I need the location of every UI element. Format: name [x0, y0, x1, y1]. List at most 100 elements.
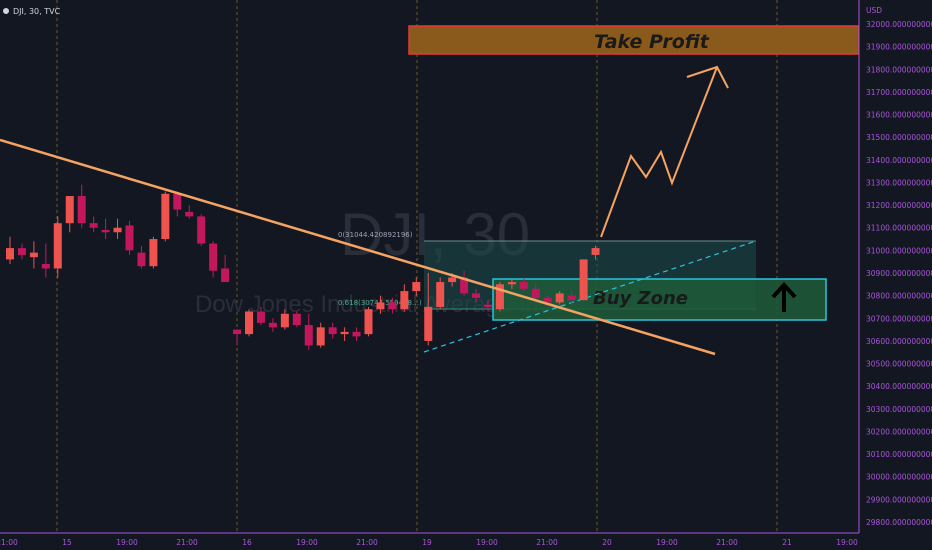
candle-body — [555, 293, 564, 303]
candle[interactable] — [256, 306, 265, 326]
time-tick-label: 21:00 — [716, 538, 738, 547]
candle[interactable] — [268, 318, 277, 332]
candle[interactable] — [197, 214, 206, 246]
candle[interactable] — [173, 191, 182, 217]
candle-body — [65, 196, 74, 224]
candle-body — [328, 327, 337, 335]
candle[interactable] — [388, 297, 397, 314]
candle[interactable] — [579, 259, 588, 301]
price-tick-label: 31000.000000000 — [866, 246, 932, 255]
candle[interactable] — [245, 309, 253, 337]
candle[interactable] — [364, 306, 373, 337]
candle[interactable] — [113, 218, 122, 240]
time-tick-label: 19:00 — [476, 538, 498, 547]
price-axis-background — [859, 0, 932, 550]
price-tick-label: 31800.000000000 — [866, 65, 932, 74]
projected-path[interactable] — [600, 66, 718, 238]
candle[interactable] — [436, 277, 445, 310]
candle[interactable] — [17, 243, 26, 260]
candle[interactable] — [328, 322, 337, 339]
candle[interactable] — [412, 277, 421, 296]
take-profit-label: Take Profit — [594, 31, 710, 53]
candle-body — [460, 277, 469, 294]
candle[interactable] — [507, 279, 516, 289]
candle[interactable] — [292, 311, 301, 328]
candle[interactable] — [352, 327, 361, 341]
candle-body — [125, 225, 134, 251]
candle[interactable] — [484, 300, 492, 312]
candle[interactable] — [65, 196, 74, 233]
time-tick-label: 21 — [782, 538, 792, 547]
time-tick-label: 21:00 — [356, 538, 378, 547]
candle-body — [352, 331, 361, 337]
candle[interactable] — [89, 216, 98, 233]
time-tick-label: 21:00 — [176, 538, 198, 547]
take-profit-zone[interactable] — [408, 25, 860, 55]
candle[interactable] — [161, 191, 170, 242]
candle-body — [495, 284, 504, 310]
candle[interactable] — [424, 273, 433, 346]
candle[interactable] — [221, 254, 230, 283]
candle-body — [77, 196, 86, 224]
candle[interactable] — [495, 282, 504, 312]
candle[interactable] — [472, 288, 481, 303]
candle-body — [567, 295, 576, 301]
time-tick-label: 19:00 — [116, 538, 138, 547]
candle-body — [137, 252, 146, 267]
candle[interactable] — [304, 313, 313, 350]
candle-body — [472, 293, 481, 298]
candle[interactable] — [53, 216, 62, 278]
candle-body — [376, 302, 385, 310]
candle-body — [591, 248, 600, 255]
candle-body — [531, 288, 540, 298]
candle[interactable] — [340, 327, 349, 341]
candle-body — [209, 243, 218, 271]
candle[interactable] — [29, 241, 38, 269]
candle[interactable] — [185, 205, 194, 219]
symbol-header[interactable]: DJI, 30, TVC — [3, 7, 61, 16]
candle-body — [113, 227, 122, 233]
price-tick-label: 30900.000000000 — [866, 269, 932, 278]
time-tick-label: 19:00 — [656, 538, 678, 547]
currency-label: USD — [866, 6, 882, 15]
descending-trendline[interactable] — [0, 138, 716, 356]
candle-body — [388, 302, 397, 310]
candle[interactable] — [6, 236, 14, 264]
candle-body — [6, 248, 14, 260]
candle[interactable] — [77, 184, 86, 228]
time-tick-label: 16 — [242, 538, 252, 547]
candle[interactable] — [400, 284, 409, 312]
time-axis[interactable]: 21:00 15 19:00 21:00 16 19:00 21:00 19 19:00 21:0… — [0, 532, 859, 547]
price-tick-label: 30000.000000000 — [866, 473, 932, 482]
candle[interactable] — [41, 243, 50, 278]
dashed-support-line — [423, 240, 757, 353]
candle[interactable] — [101, 218, 110, 240]
projected-path-arrowhead — [686, 65, 729, 89]
candle[interactable] — [567, 291, 576, 305]
candle-body — [448, 277, 457, 283]
candle[interactable] — [316, 322, 325, 348]
price-tick-label: 30100.000000000 — [866, 450, 932, 459]
candle[interactable] — [149, 236, 158, 269]
price-axis[interactable]: USD 32000.000000000 31900.000000000 31800.… — [858, 0, 932, 550]
candle[interactable] — [555, 291, 564, 305]
time-tick-label: 19:00 — [296, 538, 318, 547]
candle[interactable] — [519, 277, 528, 292]
candle[interactable] — [280, 309, 289, 330]
candle[interactable] — [591, 245, 600, 260]
candle-body — [340, 331, 349, 335]
candle[interactable] — [376, 295, 385, 314]
candle-body — [29, 252, 38, 258]
candle[interactable] — [460, 270, 469, 296]
price-tick-label: 30400.000000000 — [866, 382, 932, 391]
candle[interactable] — [209, 241, 218, 278]
candle[interactable] — [137, 245, 146, 269]
price-tick-label: 31600.000000000 — [866, 111, 932, 120]
price-tick-label: 30300.000000000 — [866, 405, 932, 414]
price-tick-label: 31500.000000000 — [866, 133, 932, 142]
price-tick-label: 30800.000000000 — [866, 292, 932, 301]
candle[interactable] — [125, 220, 134, 255]
price-tick-label: 29900.000000000 — [866, 495, 932, 504]
candle[interactable] — [233, 329, 242, 346]
